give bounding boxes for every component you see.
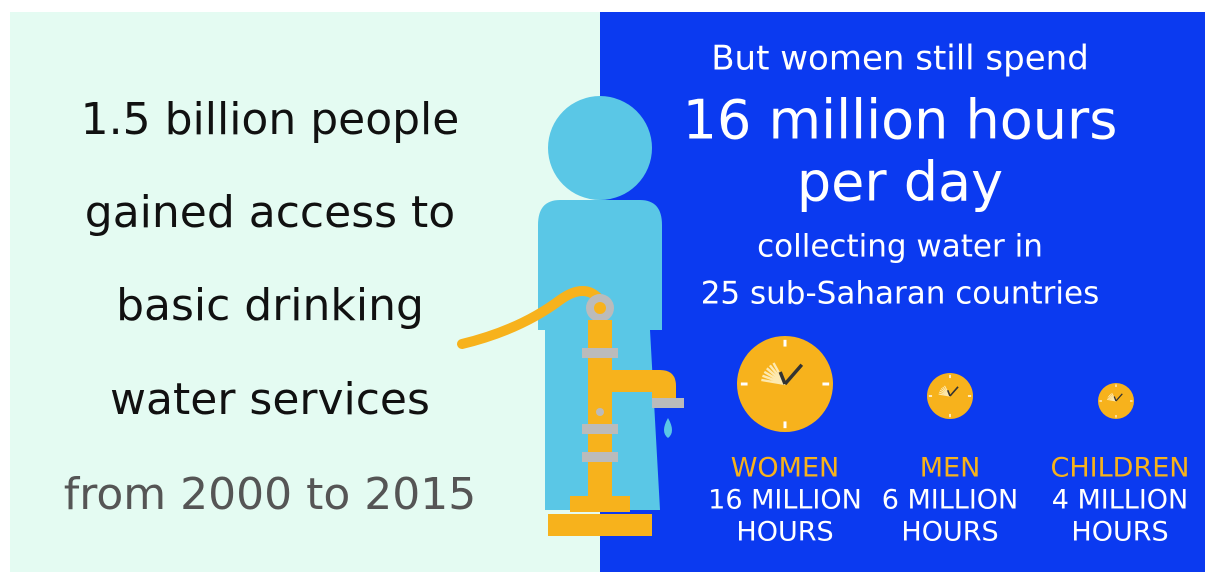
left-line: basic drinking	[116, 280, 424, 331]
group-value: 16 MILLION	[708, 485, 862, 516]
right-panel	[600, 12, 1205, 572]
group-label: WOMEN	[731, 453, 840, 484]
left-panel	[10, 12, 602, 572]
group-value: 4 MILLION	[1052, 485, 1189, 516]
water-pump	[457, 286, 684, 536]
clock-part	[1113, 396, 1117, 402]
group-label: MEN	[920, 453, 981, 484]
clock-part	[783, 363, 804, 386]
clock-part	[778, 371, 787, 385]
intro: But women still spend	[711, 39, 1089, 79]
group-value: HOURS	[736, 517, 833, 548]
detail: 25 sub-Saharan countries	[701, 276, 1100, 312]
clocks	[737, 336, 1134, 432]
clock-part	[946, 389, 951, 397]
clock-part	[949, 386, 959, 397]
group-label: CHILDREN	[1051, 453, 1190, 484]
left-line: gained access to	[85, 187, 455, 238]
clock-part	[1115, 393, 1123, 402]
headline: per day	[797, 151, 1003, 214]
left-period: from 2000 to 2015	[64, 469, 476, 520]
left-line: 1.5 billion people	[81, 94, 460, 145]
group-value: HOURS	[1071, 517, 1168, 548]
group-value: 6 MILLION	[882, 485, 1019, 516]
group-value: HOURS	[901, 517, 998, 548]
headline: 16 million hours	[683, 89, 1118, 152]
left-line: water services	[110, 374, 430, 425]
detail: collecting water in	[757, 229, 1043, 265]
